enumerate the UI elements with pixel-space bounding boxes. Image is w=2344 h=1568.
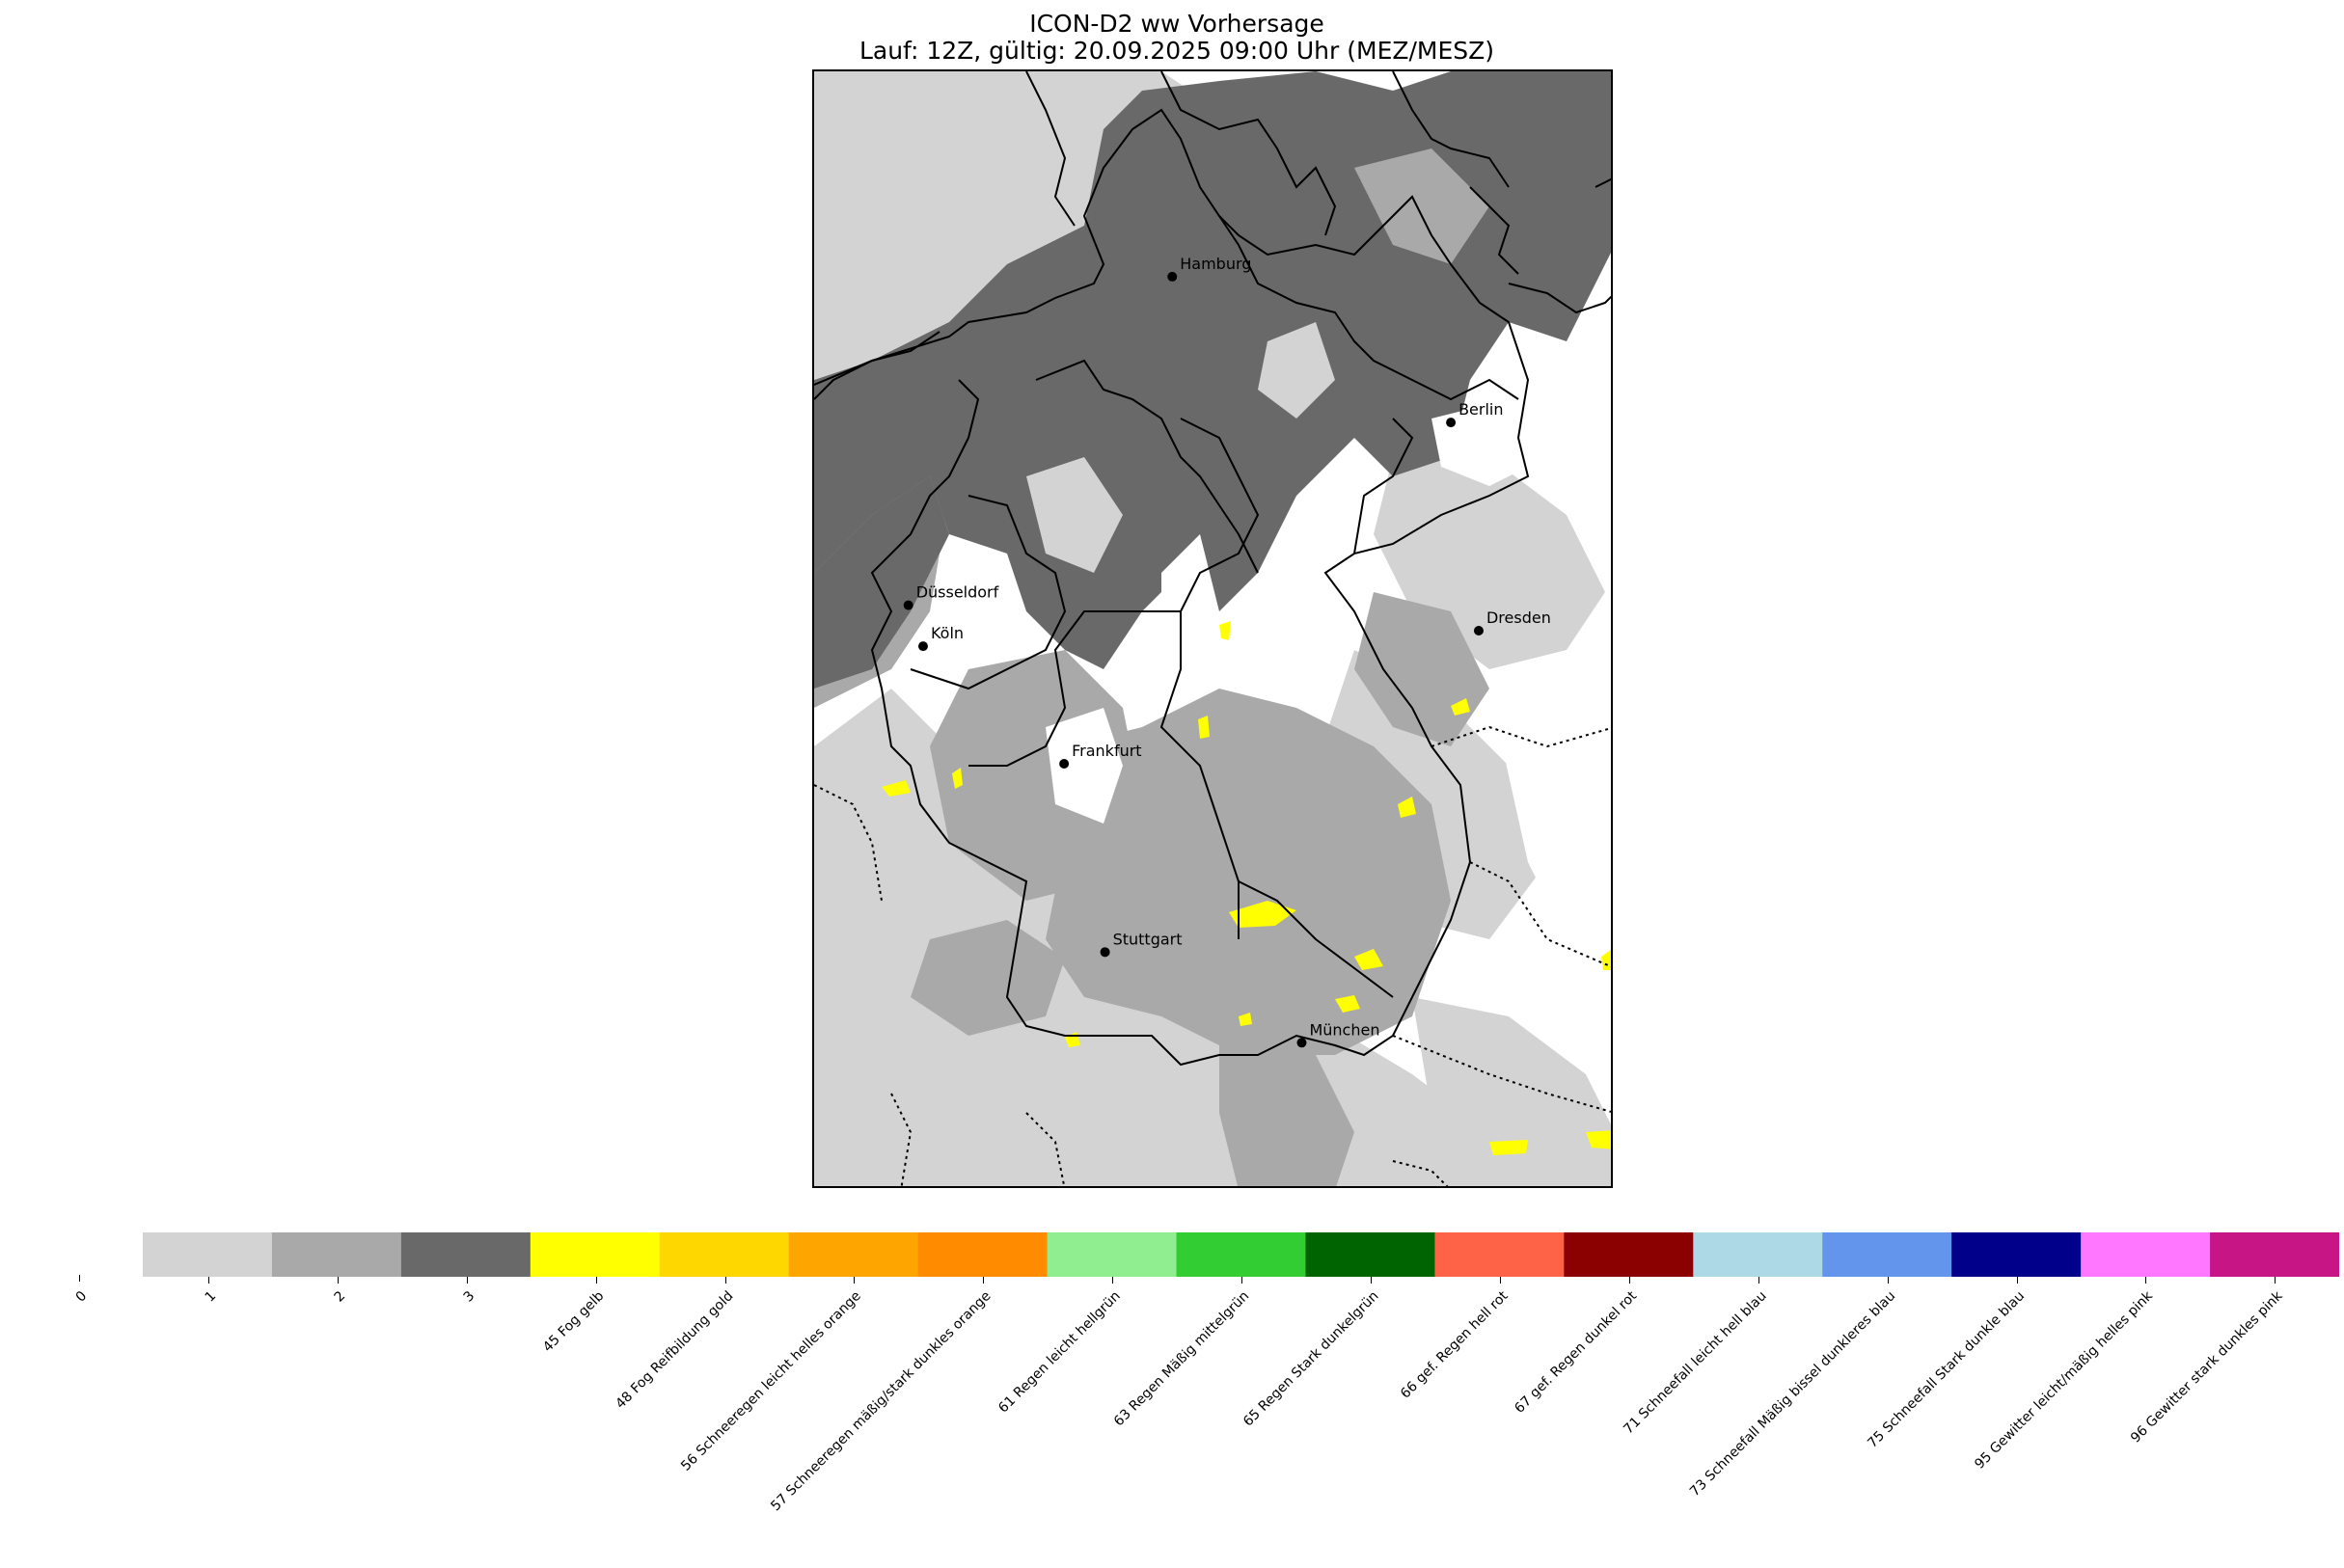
map-canvas: Hamburg Berlin Düsseldorf Köln Dresden Frankf… bbox=[814, 71, 1611, 1186]
colorbar-swatch bbox=[400, 1232, 531, 1277]
colorbar-swatch bbox=[2081, 1232, 2211, 1277]
city-markers: Hamburg Berlin Düsseldorf Köln Dresden Frankf… bbox=[903, 255, 1551, 1048]
city-marker bbox=[917, 641, 928, 652]
colorbar-tick-label: 48 Fog Reifbildung gold bbox=[612, 1288, 736, 1413]
colorbar-tick-mark bbox=[2016, 1277, 2018, 1284]
colorbar-swatch bbox=[271, 1232, 402, 1277]
colorbar-tick-label: 3 bbox=[460, 1288, 477, 1306]
colorbar-swatch bbox=[143, 1232, 273, 1277]
colorbar-tick-mark bbox=[1241, 1277, 1243, 1284]
city-label: Frankfurt bbox=[1072, 742, 1141, 760]
city-label: Köln bbox=[931, 624, 964, 642]
colorbar-tick-mark bbox=[724, 1277, 726, 1284]
colorbar-swatch bbox=[1305, 1232, 1435, 1277]
colorbar-tick-label: 61 Regen leicht hellgrün bbox=[995, 1288, 1124, 1417]
city-marker bbox=[1296, 1038, 1307, 1048]
colorbar-tick-mark bbox=[2275, 1277, 2276, 1284]
colorbar-swatch bbox=[788, 1232, 919, 1277]
colorbar-tick-label: 57 Schneeregen mäßig/stark dunkles orang… bbox=[768, 1288, 995, 1515]
colorbar-swatch bbox=[1176, 1232, 1306, 1277]
colorbar-tick-mark bbox=[1758, 1277, 1759, 1284]
colorbar-tick-label: 45 Fog gelb bbox=[539, 1288, 607, 1356]
colorbar-swatch bbox=[1693, 1232, 1823, 1277]
colorbar-swatch bbox=[530, 1232, 661, 1277]
colorbar-tick-label: 71 Schneefall leicht hell blau bbox=[1620, 1288, 1770, 1438]
colorbar-tick-label: 67 gef. Regen dunkel rot bbox=[1512, 1288, 1640, 1417]
city-marker bbox=[1446, 418, 1457, 428]
city-label: Düsseldorf bbox=[916, 583, 999, 602]
colorbar-tick-mark bbox=[337, 1277, 339, 1284]
city-marker bbox=[1100, 947, 1110, 958]
colorbar-tick-mark bbox=[1499, 1277, 1501, 1284]
colorbar-swatch bbox=[659, 1232, 790, 1277]
colorbar bbox=[143, 1232, 2339, 1277]
colorbar-tick-mark bbox=[207, 1277, 209, 1284]
colorbar-swatch bbox=[1822, 1232, 1952, 1277]
colorbar-swatch bbox=[917, 1232, 1049, 1277]
city-marker bbox=[1473, 626, 1484, 635]
colorbar-swatch bbox=[1047, 1232, 1178, 1277]
city-label: Berlin bbox=[1458, 400, 1503, 419]
colorbar-tick-mark bbox=[79, 1275, 80, 1282]
colorbar-tick-mark bbox=[1112, 1277, 1114, 1284]
city-label: München bbox=[1309, 1020, 1379, 1039]
colorbar-swatch bbox=[1434, 1232, 1565, 1277]
city-label: Dresden bbox=[1486, 608, 1551, 627]
neighbor-borders bbox=[814, 725, 1611, 1186]
colorbar-tick-label: 63 Regen Mäßig mittelgrün bbox=[1111, 1288, 1253, 1430]
colorbar-tick-label: 73 Schneefall Mäßig bissel dunkleres bla… bbox=[1686, 1288, 1898, 1500]
colorbar-tick-label: 75 Schneefall Stark dunkle blau bbox=[1864, 1288, 2028, 1451]
colorbar-tick-mark bbox=[1628, 1277, 1630, 1284]
colorbar-tick-mark bbox=[983, 1277, 985, 1284]
colorbar-tick-label: 66 gef. Regen hell rot bbox=[1397, 1288, 1512, 1402]
city-marker bbox=[903, 600, 913, 610]
colorbar-tick-label: 96 Gewitter stark dunkles pink bbox=[2128, 1288, 2286, 1446]
colorbar-tick-label: 2 bbox=[331, 1288, 349, 1306]
colorbar-tick-mark bbox=[1371, 1277, 1372, 1284]
colorbar-tick-mark bbox=[595, 1277, 597, 1284]
colorbar-tick-mark bbox=[854, 1277, 856, 1284]
colorbar-tick-label: 0 bbox=[72, 1288, 91, 1306]
city-marker bbox=[1167, 271, 1178, 282]
city-label: Stuttgart bbox=[1113, 930, 1183, 948]
colorbar-tick-label: 65 Regen Stark dunkelgrün bbox=[1240, 1288, 1382, 1430]
colorbar-swatch bbox=[1564, 1232, 1694, 1277]
map-title: ICON-D2 ww Vorhersage bbox=[1029, 10, 1324, 38]
city-marker bbox=[1059, 759, 1070, 770]
colorbar-tick-label: 1 bbox=[202, 1288, 220, 1306]
city-label: Hamburg bbox=[1180, 255, 1251, 273]
weather-map: Hamburg Berlin Düsseldorf Köln Dresden Frankf… bbox=[812, 69, 1613, 1188]
colorbar-swatches bbox=[143, 1232, 2339, 1277]
colorbar-swatch bbox=[1951, 1232, 2082, 1277]
map-subtitle: Lauf: 12Z, gültig: 20.09.2025 09:00 Uhr … bbox=[859, 37, 1495, 65]
ww-field bbox=[814, 71, 1611, 1186]
colorbar-tick-mark bbox=[466, 1277, 468, 1284]
colorbar-tick-mark bbox=[2145, 1277, 2147, 1284]
coastlines bbox=[814, 71, 1611, 400]
colorbar-swatch bbox=[2210, 1232, 2339, 1277]
country-borders bbox=[814, 108, 1530, 1067]
colorbar-tick-mark bbox=[1887, 1277, 1889, 1284]
